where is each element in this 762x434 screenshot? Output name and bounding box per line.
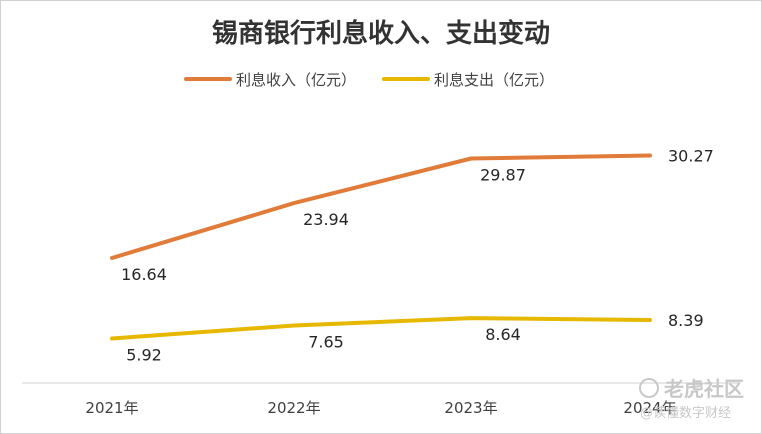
x-tick-2022: 2022年 xyxy=(267,399,320,417)
watermark-logo-icon xyxy=(639,378,659,398)
watermark-sub: @读懂数字财经 xyxy=(640,406,731,421)
legend-label-expense: 利息支出（亿元） xyxy=(434,71,554,89)
legend-label-income: 利息收入（亿元） xyxy=(236,71,356,89)
x-tick-2023: 2023年 xyxy=(444,399,497,417)
watermark: 老虎社区 @读懂数字财经 xyxy=(639,377,744,421)
series-line-income xyxy=(110,153,652,260)
legend: 利息收入（亿元） 利息支出（亿元） xyxy=(184,71,554,89)
series-line-expense xyxy=(110,316,652,341)
x-tick-2024: 2024年 xyxy=(623,399,676,417)
chart-title: 锡商银行利息收入、支出变动 xyxy=(212,18,550,49)
data-labels-income: 16.64 23.94 29.87 30.27 xyxy=(121,147,714,284)
data-label-expense-2024: 8.39 xyxy=(668,311,704,330)
data-label-expense-2023: 8.64 xyxy=(485,325,521,344)
data-label-expense-2022: 7.65 xyxy=(308,333,344,352)
x-axis-ticks: 2021年 2022年 2023年 2024年 xyxy=(85,399,676,417)
data-labels-expense: 5.92 7.65 8.64 8.39 xyxy=(126,311,703,365)
data-label-income-2023: 29.87 xyxy=(480,166,526,185)
data-label-income-2022: 23.94 xyxy=(303,210,349,229)
data-label-expense-2021: 5.92 xyxy=(126,346,162,365)
data-label-income-2024: 30.27 xyxy=(668,147,714,166)
watermark-main: 老虎社区 xyxy=(664,377,744,401)
data-label-income-2021: 16.64 xyxy=(121,265,167,284)
x-tick-2021: 2021年 xyxy=(85,399,138,417)
